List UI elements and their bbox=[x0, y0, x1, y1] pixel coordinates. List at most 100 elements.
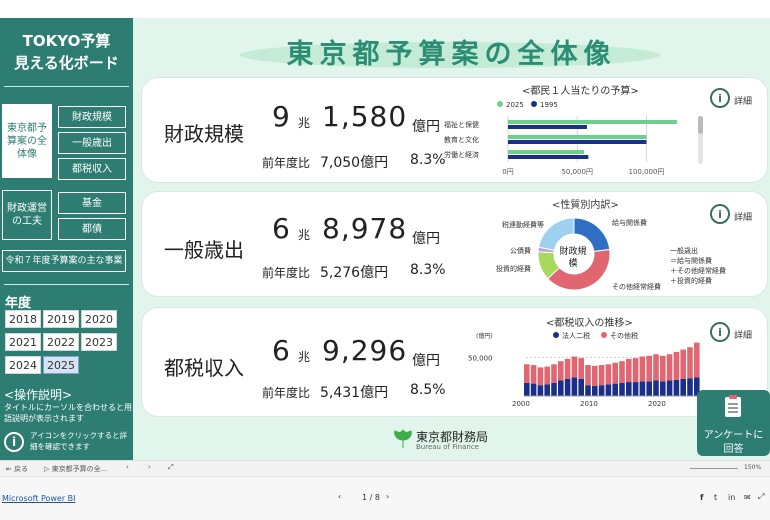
detail-info-icon[interactable]: i bbox=[710, 88, 730, 108]
year-label: 2020 bbox=[85, 312, 113, 326]
detail-link[interactable]: 詳細 bbox=[734, 213, 753, 223]
card-title[interactable]: 都税収入 bbox=[164, 356, 244, 380]
next-page-icon[interactable]: › bbox=[386, 492, 390, 501]
facebook-icon[interactable]: f bbox=[700, 493, 704, 502]
app-title-line2: 見える化ボード bbox=[14, 54, 119, 72]
year-label: 2023 bbox=[85, 335, 113, 349]
year-2025-button[interactable]: 2025 bbox=[43, 356, 79, 374]
note-line: ＋その他経常経費 bbox=[670, 267, 726, 275]
bar-houjin bbox=[694, 377, 700, 396]
scrollbar[interactable] bbox=[698, 116, 703, 164]
bar-sonota bbox=[598, 365, 605, 386]
unit-oku: 億円 bbox=[412, 353, 440, 369]
year-label: 年度 bbox=[5, 296, 32, 311]
scrollbar-thumb[interactable] bbox=[698, 116, 703, 134]
info-icon: i bbox=[4, 432, 24, 452]
page-indicator: 1 / 8 bbox=[362, 493, 380, 502]
fullscreen-icon[interactable]: ⤢ bbox=[758, 492, 765, 501]
nav-kikin[interactable]: 基金 bbox=[58, 192, 126, 214]
year-label: 2021 bbox=[9, 335, 37, 349]
label-sonota: その他経常経費 bbox=[612, 283, 661, 291]
linkedin-icon[interactable]: in bbox=[728, 493, 736, 502]
year-2021-button[interactable]: 2021 bbox=[5, 333, 41, 351]
year-label: 2019 bbox=[47, 312, 75, 326]
nav-overview[interactable]: 東京都予算案の全体像 bbox=[2, 104, 52, 178]
email-icon[interactable]: ✉ bbox=[744, 493, 751, 502]
year-label: 2022 bbox=[47, 335, 75, 349]
bar-houjin bbox=[585, 385, 591, 396]
bar-1995 bbox=[508, 155, 589, 159]
card-title[interactable]: 財政規模 bbox=[164, 122, 244, 146]
nav-zaisei-unei[interactable]: 財政運営の工夫 bbox=[2, 190, 52, 240]
year-2018-button[interactable]: 2018 bbox=[5, 310, 41, 328]
year-2019-button[interactable]: 2019 bbox=[43, 310, 79, 328]
legend-swatch-sonota bbox=[601, 332, 607, 338]
bar-houjin bbox=[564, 378, 571, 396]
year-2023-button[interactable]: 2023 bbox=[81, 333, 117, 351]
tax-revenue-chart: (億円) 法人二税 その他税 50,000 2000 2010 2020 bbox=[468, 331, 701, 408]
legend-label-houjin: 法人二税 bbox=[562, 331, 590, 340]
pbi-footer: Microsoft Power BI ‹ 1 / 8 › f t in ✉ ⤢ bbox=[0, 476, 770, 520]
powerbi-link[interactable]: Microsoft Power BI bbox=[2, 494, 76, 503]
prev-value: 5,431億円 bbox=[320, 385, 389, 401]
chart-title: <都民１人当たりの予算> bbox=[522, 86, 639, 97]
bar-houjin bbox=[632, 382, 639, 396]
year-label: 2018 bbox=[9, 312, 37, 326]
back-button[interactable]: ⇤ 戻る bbox=[6, 465, 29, 473]
survey-button[interactable]: アンケートに 回答 bbox=[697, 390, 770, 456]
bar-sonota bbox=[612, 362, 618, 384]
card-tozei-shunyu: 都税収入 6 兆 9,296 億円 前年度比 5,431億円 8.5% <都税収… bbox=[142, 308, 767, 416]
year-2024-button[interactable]: 2024 bbox=[5, 356, 41, 374]
nav-tozei-shunyu[interactable]: 都税収入 bbox=[58, 158, 126, 180]
legend-label-1995: 1995 bbox=[540, 101, 558, 109]
value-oku: 9,296 bbox=[322, 334, 408, 367]
bar-houjin bbox=[653, 380, 659, 396]
bar-houjin bbox=[687, 378, 693, 396]
bar-sonota bbox=[666, 354, 673, 381]
nav-main-projects[interactable]: 令和７年度予算案の主な事業 bbox=[2, 250, 126, 272]
year-2020-button[interactable]: 2020 bbox=[81, 310, 117, 328]
bar-sonota bbox=[592, 365, 598, 386]
instructions-title: <操作説明> bbox=[4, 388, 73, 402]
year-2022-button[interactable]: 2022 bbox=[43, 333, 79, 351]
nav-label: 一般歳出 bbox=[72, 137, 112, 149]
twitter-icon[interactable]: t bbox=[714, 493, 718, 502]
donut-slice bbox=[538, 217, 575, 251]
survey-label: 回答 bbox=[723, 444, 744, 455]
value-cho: 6 bbox=[272, 212, 291, 245]
expand-icon[interactable]: ⤢ bbox=[168, 463, 174, 471]
bar-houjin bbox=[598, 385, 605, 396]
prev-tab-icon[interactable]: ‹ bbox=[126, 463, 129, 471]
x-tick-label: 2020 bbox=[648, 400, 666, 408]
bar-sonota bbox=[530, 365, 537, 384]
detail-info-icon[interactable]: i bbox=[710, 322, 730, 342]
nav-zaisei-kibo[interactable]: 財政規模 bbox=[58, 106, 126, 128]
sidebar: TOKYO予算 見える化ボード 東京都予算案の全体像 財政規模 一般歳出 都税収… bbox=[0, 18, 133, 460]
next-tab-icon[interactable]: › bbox=[148, 463, 151, 471]
detail-info-icon[interactable]: i bbox=[710, 204, 730, 224]
app-title-line1: TOKYO予算 bbox=[22, 32, 111, 50]
legend-swatch-1995 bbox=[531, 101, 537, 107]
legend-label-2025: 2025 bbox=[506, 101, 524, 109]
detail-link[interactable]: 詳細 bbox=[734, 97, 753, 107]
label-koshi: 公債費 bbox=[510, 247, 531, 255]
prev-page-icon[interactable]: ‹ bbox=[338, 492, 342, 501]
zoom-slider[interactable] bbox=[690, 468, 738, 469]
x-tick-label: 50,000円 bbox=[561, 168, 593, 176]
bar-houjin bbox=[619, 382, 625, 396]
nav-tosai[interactable]: 都債 bbox=[58, 218, 126, 240]
label-zeiren: 税連動経費等 bbox=[502, 221, 544, 229]
formula-note: 一般歳出 ＝給与関係費 ＋その他経常経費 ＋投資的経費 bbox=[670, 246, 726, 286]
note-line: ＋投資的経費 bbox=[670, 277, 712, 285]
y-unit-label: (億円) bbox=[476, 332, 493, 340]
tab-overview[interactable]: ▷ 東京都予算の全... bbox=[44, 465, 108, 473]
unit-cho: 兆 bbox=[298, 116, 311, 130]
detail-link[interactable]: 詳細 bbox=[734, 331, 753, 341]
nav-label: 都税収入 bbox=[72, 163, 112, 175]
bar-houjin bbox=[612, 383, 618, 396]
nav-ippan-saishutsu[interactable]: 一般歳出 bbox=[58, 132, 126, 154]
card-title[interactable]: 一般歳出 bbox=[164, 238, 244, 262]
bar-houjin bbox=[530, 383, 537, 396]
